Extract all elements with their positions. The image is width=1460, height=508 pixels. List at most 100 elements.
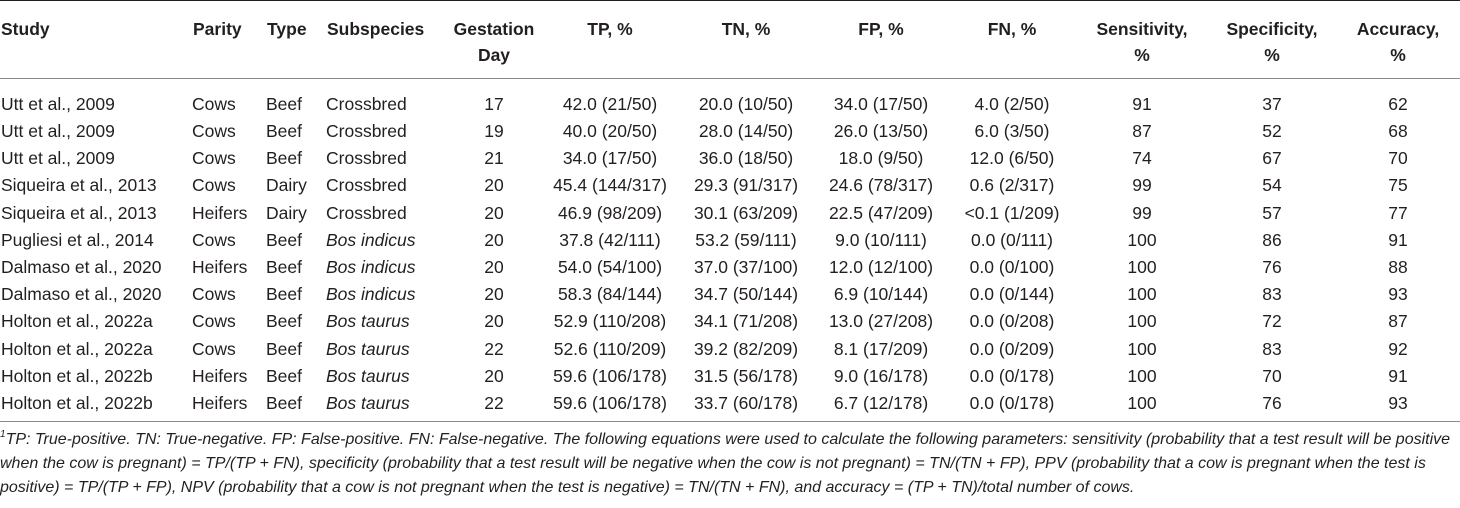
- column-header-line: Gestation: [453, 19, 535, 39]
- cell-study: Utt et al., 2009: [1, 148, 115, 169]
- cell-type: Beef: [266, 365, 302, 386]
- cell-sensitivity: 99: [1132, 175, 1152, 196]
- cell-fn: 0.0 (0/100): [969, 257, 1055, 278]
- cell-type: Beef: [266, 148, 302, 169]
- cell-study: Holton et al., 2022a: [1, 338, 153, 359]
- column-header-line: Day: [477, 45, 511, 65]
- cell-sensitivity: 100: [1127, 365, 1157, 386]
- cell-study: Siqueira et al., 2013: [1, 175, 157, 196]
- cell-parity: Cows: [192, 311, 236, 332]
- cell-fn: 0.0 (0/144): [969, 284, 1055, 305]
- cell-tn: 34.1 (71/208): [693, 311, 799, 332]
- cell-subspecies: Crossbred: [326, 148, 407, 169]
- cell-fp: 24.6 (78/317): [828, 175, 934, 196]
- cell-gestation-day: 22: [484, 392, 504, 413]
- cell-fn: 0.0 (0/178): [969, 365, 1055, 386]
- cell-study: Dalmaso et al., 2020: [1, 284, 162, 305]
- cell-tn: 30.1 (63/209): [693, 202, 799, 223]
- cell-study: Dalmaso et al., 2020: [1, 257, 162, 278]
- cell-tp: 46.9 (98/209): [557, 202, 663, 223]
- cell-specificity: 86: [1262, 229, 1282, 250]
- column-header-gestation-day: Gestation Day: [446, 1, 542, 79]
- cell-tn: 20.0 (10/50): [698, 94, 794, 114]
- cell-parity: Cows: [192, 229, 236, 250]
- cell-study: Utt et al., 2009: [1, 121, 115, 142]
- cell-tp: 54.0 (54/100): [557, 257, 663, 278]
- column-header-fp: FP, %: [814, 1, 948, 79]
- cell-tp: 59.6 (106/178): [553, 365, 667, 386]
- cell-tn: 29.3 (91/317): [693, 175, 799, 196]
- cell-parity: Heifers: [192, 202, 248, 223]
- table-row: Holton et al., 2022a Cows Beef Bos taurus 22…: [0, 336, 1460, 363]
- cell-sensitivity: 100: [1127, 311, 1157, 332]
- column-header-specificity: Specificity,%: [1208, 1, 1336, 79]
- column-header-line: FP, %: [858, 19, 904, 39]
- table-row: Dalmaso et al., 2020 Heifers Beef Bos indic…: [0, 254, 1460, 281]
- cell-tp: 52.6 (110/209): [553, 338, 667, 359]
- cell-specificity: 76: [1262, 257, 1282, 278]
- cell-specificity: 72: [1262, 311, 1282, 332]
- cell-sensitivity: 100: [1127, 338, 1157, 359]
- cell-accuracy: 70: [1388, 148, 1408, 169]
- cell-fn: 0.0 (0/208): [969, 311, 1055, 332]
- cell-accuracy: 68: [1388, 121, 1408, 142]
- cell-specificity: 83: [1262, 338, 1282, 359]
- column-header-type: Type: [266, 1, 326, 79]
- cell-gestation-day: 22: [484, 338, 504, 359]
- cell-parity: Cows: [192, 175, 236, 196]
- cell-tn: 53.2 (59/111): [695, 229, 797, 250]
- cell-tn: 28.0 (14/50): [698, 121, 794, 142]
- cell-gestation-day: 19: [484, 121, 504, 142]
- cell-tn: 33.7 (60/178): [693, 392, 799, 413]
- cell-parity: Heifers: [192, 257, 248, 278]
- cell-specificity: 76: [1262, 392, 1282, 413]
- cell-type: Beef: [266, 257, 302, 278]
- cell-tn: 36.0 (18/50): [698, 148, 794, 169]
- cell-fp: 9.0 (10/111): [835, 229, 927, 250]
- cell-tn: 37.0 (37/100): [693, 257, 799, 278]
- cell-subspecies: Crossbred: [326, 175, 407, 196]
- cell-sensitivity: 87: [1132, 121, 1152, 142]
- cell-study: Utt et al., 2009: [1, 94, 115, 114]
- column-header-line: Type: [267, 19, 307, 39]
- cell-sensitivity: 99: [1132, 202, 1152, 223]
- cell-fp: 6.7 (12/178): [833, 392, 929, 413]
- table-row: Siqueira et al., 2013 Heifers Dairy Crossbr…: [0, 200, 1460, 227]
- cell-parity: Cows: [192, 338, 236, 359]
- column-header-line: Specificity,: [1226, 19, 1318, 39]
- column-header-tp: TP, %: [542, 1, 678, 79]
- cell-parity: Heifers: [192, 365, 248, 386]
- cell-parity: Cows: [192, 94, 236, 114]
- cell-type: Dairy: [266, 175, 307, 196]
- cell-accuracy: 91: [1388, 365, 1408, 386]
- cell-tn: 39.2 (82/209): [693, 338, 799, 359]
- cell-tp: 45.4 (144/317): [553, 175, 667, 196]
- cell-tp: 34.0 (17/50): [562, 148, 658, 169]
- table-body: Utt et al., 2009 Cows Beef Crossbred 17 42.0 …: [0, 79, 1460, 422]
- cell-type: Beef: [266, 121, 302, 142]
- cell-specificity: 37: [1262, 94, 1282, 114]
- table-row: Utt et al., 2009 Cows Beef Crossbred 19 40.0 …: [0, 118, 1460, 145]
- cell-subspecies: Bos taurus: [326, 392, 410, 413]
- cell-parity: Cows: [192, 121, 236, 142]
- cell-fn: 4.0 (2/50): [974, 94, 1050, 114]
- cell-specificity: 70: [1262, 365, 1282, 386]
- cell-gestation-day: 17: [484, 94, 504, 114]
- cell-specificity: 57: [1262, 202, 1282, 223]
- cell-study: Siqueira et al., 2013: [1, 202, 157, 223]
- cell-gestation-day: 20: [484, 202, 504, 223]
- cell-tp: 59.6 (106/178): [553, 392, 667, 413]
- table-row: Holton et al., 2022a Cows Beef Bos taurus 20…: [0, 308, 1460, 335]
- cell-subspecies: Crossbred: [326, 202, 407, 223]
- column-header-line: Study: [1, 19, 50, 39]
- cell-type: Beef: [266, 229, 302, 250]
- cell-fp: 22.5 (47/209): [828, 202, 934, 223]
- cell-specificity: 83: [1262, 284, 1282, 305]
- cell-gestation-day: 20: [484, 175, 504, 196]
- cell-fp: 9.0 (16/178): [833, 365, 929, 386]
- cell-subspecies: Bos taurus: [326, 338, 410, 359]
- column-header-line: Accuracy,: [1356, 19, 1440, 39]
- cell-specificity: 67: [1262, 148, 1282, 169]
- cell-sensitivity: 100: [1127, 284, 1157, 305]
- cell-gestation-day: 20: [484, 311, 504, 332]
